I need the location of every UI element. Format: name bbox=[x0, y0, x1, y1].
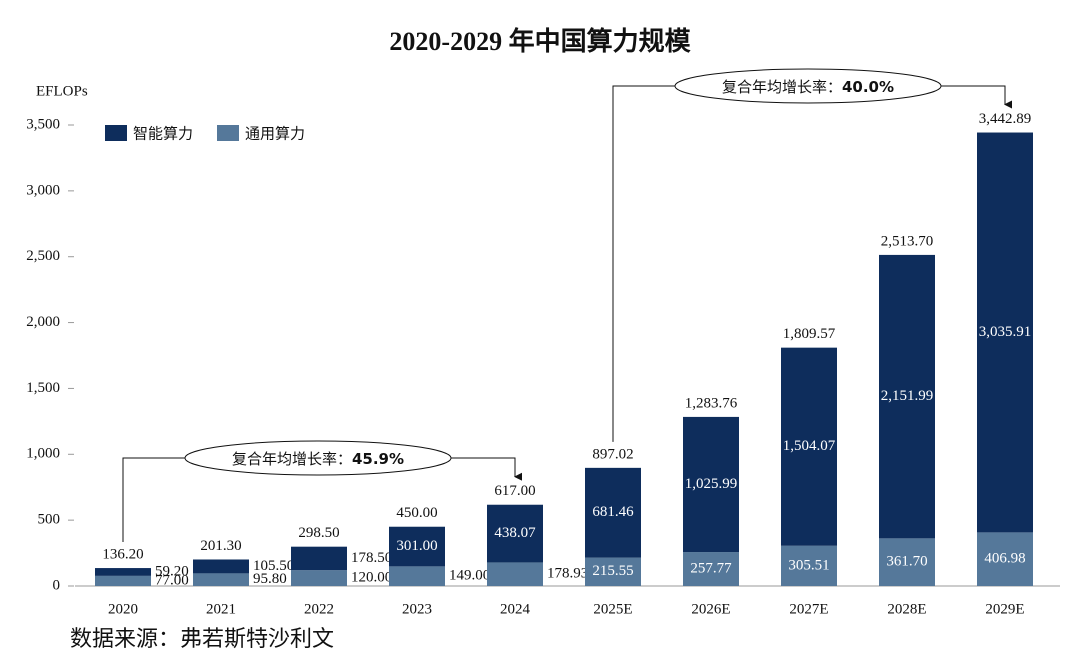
data-label: 438.07 bbox=[494, 525, 536, 541]
annotation-text: 复合年均增长率：40.0% bbox=[722, 78, 894, 96]
bar-segment bbox=[683, 416, 739, 553]
x-tick-label: 2028E bbox=[887, 601, 926, 617]
bar-segment bbox=[487, 562, 543, 586]
bar-segment bbox=[781, 545, 837, 586]
annotation-line bbox=[612, 85, 675, 442]
x-tick-label: 2023 bbox=[402, 601, 432, 617]
annotation-arrow bbox=[451, 457, 522, 481]
annotation-line bbox=[122, 457, 185, 543]
bar-segment bbox=[193, 573, 249, 586]
data-label: 406.98 bbox=[984, 551, 1025, 567]
bar-segment bbox=[879, 254, 935, 539]
total-label: 298.50 bbox=[298, 525, 339, 541]
bar-segment bbox=[585, 557, 641, 586]
chart-title: 2020-2029 年中国算力规模 bbox=[389, 26, 691, 56]
y-tick-label: 1,500 bbox=[26, 380, 60, 396]
data-label: 3,035.91 bbox=[979, 324, 1032, 340]
data-label: 257.77 bbox=[690, 560, 732, 576]
total-label: 1,809.57 bbox=[783, 326, 836, 342]
annotation-text: 复合年均增长率：45.9% bbox=[232, 450, 404, 468]
data-label: 305.51 bbox=[788, 557, 829, 573]
x-tick-label: 2027E bbox=[789, 601, 828, 617]
data-label: 361.70 bbox=[886, 554, 927, 570]
bar-segment bbox=[95, 575, 151, 586]
total-label: 3,442.89 bbox=[979, 111, 1032, 127]
total-label: 1,283.76 bbox=[685, 395, 738, 411]
data-label: 120.00 bbox=[351, 570, 392, 586]
annotation-label: 复合年均增长率： bbox=[232, 450, 352, 468]
bar-segment bbox=[389, 526, 445, 567]
data-label: 681.46 bbox=[592, 504, 634, 520]
x-tick-label: 2026E bbox=[691, 601, 730, 617]
y-tick-label: 500 bbox=[38, 512, 61, 528]
annotation-arrow bbox=[941, 85, 1012, 109]
annotation-ellipse bbox=[674, 68, 942, 104]
total-label: 136.20 bbox=[102, 546, 143, 562]
bar-segment bbox=[487, 504, 543, 563]
y-tick-label: 1,000 bbox=[26, 446, 60, 462]
annotation-label: 复合年均增长率： bbox=[722, 78, 842, 96]
data-label: 77.00 bbox=[155, 572, 189, 588]
data-label: 1,025.99 bbox=[685, 476, 738, 492]
total-label: 617.00 bbox=[494, 483, 535, 499]
y-tick-label: 2,000 bbox=[26, 314, 60, 330]
data-label: 215.55 bbox=[592, 563, 633, 579]
data-label: 178.50 bbox=[351, 550, 392, 566]
data-label: 1,504.07 bbox=[783, 438, 836, 454]
data-label: 95.80 bbox=[253, 571, 287, 587]
bar-segment bbox=[95, 568, 151, 576]
data-label: 178.93 bbox=[547, 566, 588, 582]
data-label: 59.20 bbox=[155, 563, 189, 579]
source: 数据来源：弗若斯特沙利文 bbox=[70, 627, 334, 652]
bar-segment bbox=[291, 546, 347, 571]
bar-segment bbox=[291, 570, 347, 586]
y-tick-label: 3,000 bbox=[26, 182, 60, 198]
bar-segment bbox=[389, 566, 445, 586]
y-axis-label: EFLOPs bbox=[36, 83, 88, 99]
x-tick-label: 2024 bbox=[500, 601, 531, 617]
legend-label: 智能算力 bbox=[133, 125, 193, 143]
bar-segment bbox=[977, 132, 1033, 533]
bar-segment bbox=[879, 538, 935, 586]
bar-segment bbox=[193, 559, 249, 574]
x-tick-label: 2021 bbox=[206, 601, 236, 617]
bar-segment bbox=[781, 347, 837, 546]
y-tick-label: 0 bbox=[53, 577, 61, 593]
total-label: 450.00 bbox=[396, 505, 437, 521]
annotation-ellipse bbox=[184, 440, 452, 476]
data-label: 2,151.99 bbox=[881, 388, 934, 404]
bar-segment bbox=[585, 467, 641, 558]
legend-label: 通用算力 bbox=[245, 125, 305, 143]
y-tick-label: 3,500 bbox=[26, 116, 60, 132]
total-label: 2,513.70 bbox=[881, 233, 934, 249]
total-label: 897.02 bbox=[592, 446, 633, 462]
legend-swatch bbox=[217, 125, 239, 141]
x-tick-label: 2022 bbox=[304, 601, 334, 617]
y-tick-label: 2,500 bbox=[26, 248, 60, 264]
x-tick-label: 2029E bbox=[985, 601, 1024, 617]
bar-segment bbox=[977, 532, 1033, 586]
data-label: 105.50 bbox=[253, 558, 294, 574]
legend-swatch bbox=[105, 125, 127, 141]
x-tick-label: 2025E bbox=[593, 601, 632, 617]
annotation-value: 40.0% bbox=[842, 78, 894, 96]
data-label: 149.00 bbox=[449, 568, 490, 584]
bar-segment bbox=[683, 552, 739, 586]
total-label: 201.30 bbox=[200, 538, 241, 554]
data-label: 301.00 bbox=[396, 538, 437, 554]
x-tick-label: 2020 bbox=[108, 601, 138, 617]
annotation-value: 45.9% bbox=[352, 450, 404, 468]
